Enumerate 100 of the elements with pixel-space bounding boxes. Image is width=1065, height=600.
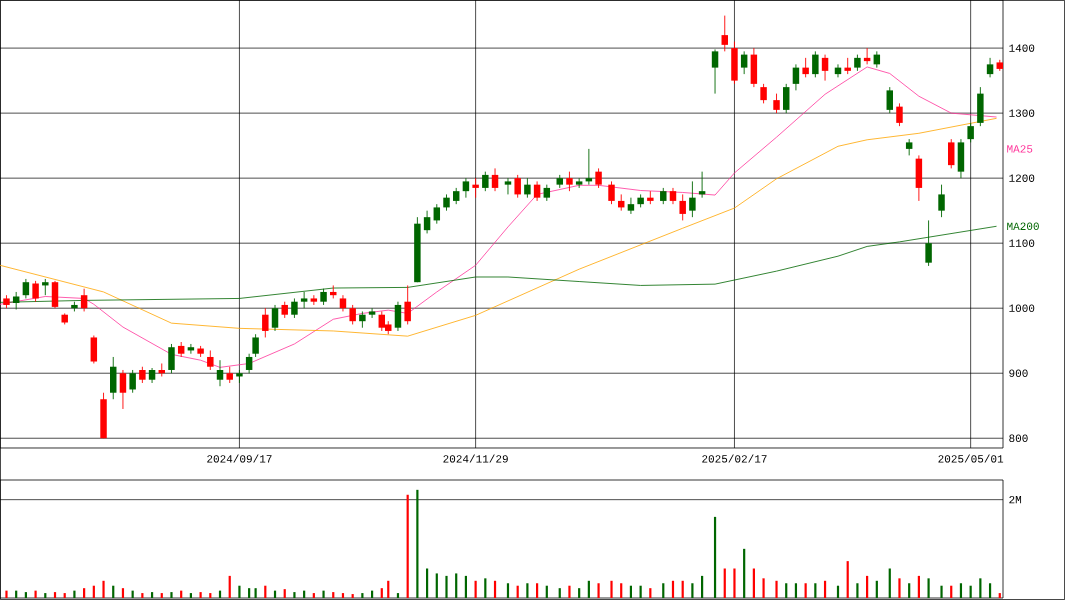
bar <box>464 575 468 598</box>
bar <box>568 585 571 598</box>
bar <box>927 578 930 598</box>
bar <box>866 575 869 598</box>
bar <box>312 593 315 598</box>
candlestick <box>291 298 298 319</box>
candlestick <box>760 83 767 104</box>
line-series <box>0 66 997 368</box>
text: MA25 <box>1007 145 1033 153</box>
candlestick <box>967 122 974 143</box>
candlestick <box>514 174 521 199</box>
bar <box>238 585 241 598</box>
x-tick-label: 2025/02/17 <box>702 454 767 463</box>
candlestick <box>533 180 541 202</box>
candlestick <box>783 83 790 114</box>
bar <box>856 583 859 598</box>
candlestick <box>740 50 748 75</box>
series-label: MA200 <box>1007 222 1039 231</box>
x-tick-label: 2024/11/29 <box>443 454 508 463</box>
bar <box>5 590 8 598</box>
bar <box>558 588 561 598</box>
bar <box>53 592 57 598</box>
candlestick <box>792 63 800 91</box>
y-tick-label: 1000 <box>1009 304 1035 312</box>
bar <box>199 592 202 598</box>
candlestick <box>423 210 431 234</box>
candlestick <box>368 307 376 319</box>
candlestick <box>627 197 635 215</box>
bar <box>775 580 778 598</box>
bar <box>254 588 257 598</box>
bar <box>189 593 192 598</box>
bar <box>506 583 510 598</box>
candlestick <box>773 93 780 114</box>
bar <box>691 583 694 598</box>
candlestick <box>262 307 269 338</box>
bar <box>228 575 231 598</box>
bar <box>322 590 325 598</box>
candlestick <box>491 167 499 192</box>
bar <box>536 583 539 598</box>
bar <box>762 578 765 598</box>
candlestick <box>948 138 955 169</box>
bar <box>150 592 154 598</box>
candlestick <box>812 50 819 78</box>
candlestick <box>245 353 253 374</box>
bar <box>846 561 849 598</box>
bar <box>814 583 817 598</box>
bar <box>73 590 76 598</box>
x-tick-label: 2025/05/01 <box>938 454 1004 463</box>
bar <box>416 489 419 598</box>
candlestick <box>168 343 175 374</box>
candlestick <box>608 180 615 205</box>
candlestick <box>896 102 903 127</box>
bar <box>283 589 286 598</box>
bar <box>44 593 47 598</box>
bar <box>24 592 27 598</box>
candlestick <box>216 359 224 387</box>
candlestick <box>433 203 441 225</box>
candlestick <box>394 301 402 332</box>
candlestick <box>32 280 39 303</box>
candlestick <box>679 193 686 221</box>
bar <box>209 593 212 598</box>
y-tick-label: 1200 <box>1009 174 1035 182</box>
bar <box>341 593 345 598</box>
bar <box>160 593 163 598</box>
bar <box>170 592 173 598</box>
candlestick <box>80 288 88 312</box>
bar <box>248 588 251 598</box>
y-tick-label: 800 <box>1009 434 1028 442</box>
candlestick <box>207 350 214 371</box>
candlestick <box>472 177 479 199</box>
candlestick <box>721 15 728 52</box>
candlestick <box>711 48 719 95</box>
candlestick <box>689 180 696 218</box>
bar <box>445 575 448 598</box>
candlestick <box>129 369 136 394</box>
candlestick <box>938 184 945 218</box>
y-tick-label: 2M <box>1009 495 1022 504</box>
candlestick <box>119 369 127 410</box>
bar <box>701 575 704 598</box>
bar <box>380 588 383 598</box>
bar <box>526 583 529 598</box>
y-tick-label: 900 <box>1009 369 1028 377</box>
bar <box>649 588 652 598</box>
bar <box>361 593 364 598</box>
candlestick <box>252 333 259 358</box>
bar <box>484 578 487 598</box>
y-tick-label: 1300 <box>1009 109 1035 117</box>
y-tick-label: 1100 <box>1009 239 1035 247</box>
candlestick <box>349 304 356 325</box>
candlestick <box>524 177 531 199</box>
y-tick-label: 1400 <box>1009 44 1035 52</box>
bar <box>63 593 66 598</box>
candlestick <box>986 57 994 78</box>
bar <box>662 583 665 598</box>
bar <box>940 585 943 598</box>
candlestick <box>482 171 489 192</box>
bar <box>794 583 798 598</box>
bar <box>733 568 736 598</box>
candlestick <box>271 304 279 332</box>
bar <box>917 575 920 598</box>
